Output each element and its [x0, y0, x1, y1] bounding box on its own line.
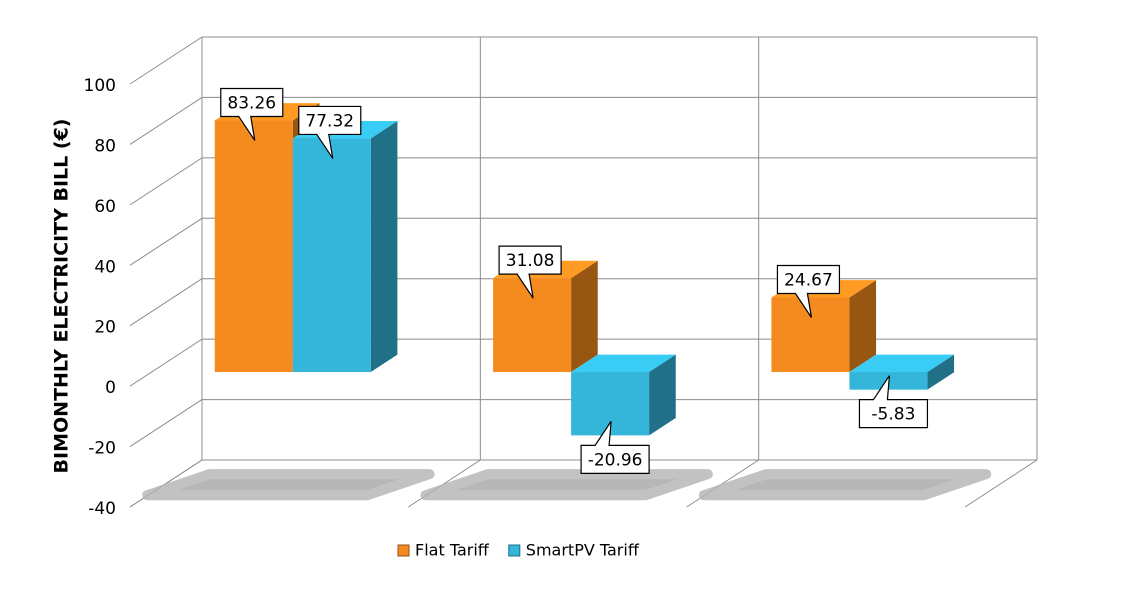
side-grid-line — [129, 217, 203, 266]
bar-side — [927, 354, 955, 390]
y-tick-label: -40 — [88, 499, 116, 519]
bar-side — [370, 121, 398, 373]
floor-line — [964, 459, 1038, 508]
floor-line — [408, 459, 481, 508]
y-tick-label: 0 — [105, 378, 116, 398]
data-label: 24.67 — [784, 271, 833, 291]
data-label: -5.83 — [871, 405, 915, 425]
bar-side — [571, 260, 598, 373]
floor-line — [129, 459, 203, 508]
bar-top — [849, 354, 955, 373]
side-grid-line — [129, 36, 203, 85]
legend-swatch — [508, 544, 521, 557]
data-label-box — [776, 264, 841, 318]
data-label: 77.32 — [305, 111, 354, 131]
data-label-box — [220, 87, 284, 141]
bar-group — [849, 354, 955, 390]
bar — [292, 138, 371, 373]
y-axis-title: BIMONTHLY ELECTRICITY BILL (€) — [51, 119, 73, 474]
bar-side — [649, 354, 676, 436]
side-grid-line — [129, 338, 203, 387]
data-label: 83.26 — [227, 93, 276, 113]
y-tick-label: -20 — [88, 439, 116, 459]
floor-shadow — [142, 469, 435, 501]
data-label: 31.08 — [506, 251, 555, 271]
y-tick-label: 80 — [94, 136, 116, 156]
side-grid-line — [129, 399, 203, 447]
bar — [214, 120, 293, 373]
floor-line — [686, 459, 759, 508]
bar-group — [493, 260, 598, 373]
side-grid-line — [129, 278, 203, 327]
y-tick-label: 20 — [94, 318, 116, 338]
data-label-box — [498, 245, 562, 299]
y-tick-label: 100 — [84, 76, 116, 96]
data-label-box — [580, 421, 650, 474]
bar-side — [849, 280, 877, 373]
side-grid-line — [129, 157, 203, 206]
bar-group — [571, 354, 676, 436]
side-grid-line — [129, 97, 203, 145]
legend-label: Flat Tariff — [415, 541, 490, 560]
legend-swatch — [397, 544, 410, 557]
data-label-box — [298, 105, 362, 159]
legend-label: SmartPV Tariff — [526, 541, 640, 560]
floor-shadow — [420, 469, 713, 501]
floor-shadow — [698, 469, 992, 501]
bar-group — [292, 121, 398, 373]
bar-top — [571, 354, 676, 373]
data-label-box — [858, 375, 929, 429]
data-label: -20.96 — [588, 450, 643, 470]
y-tick-label: 40 — [94, 257, 116, 277]
y-tick-label: 60 — [94, 197, 116, 217]
